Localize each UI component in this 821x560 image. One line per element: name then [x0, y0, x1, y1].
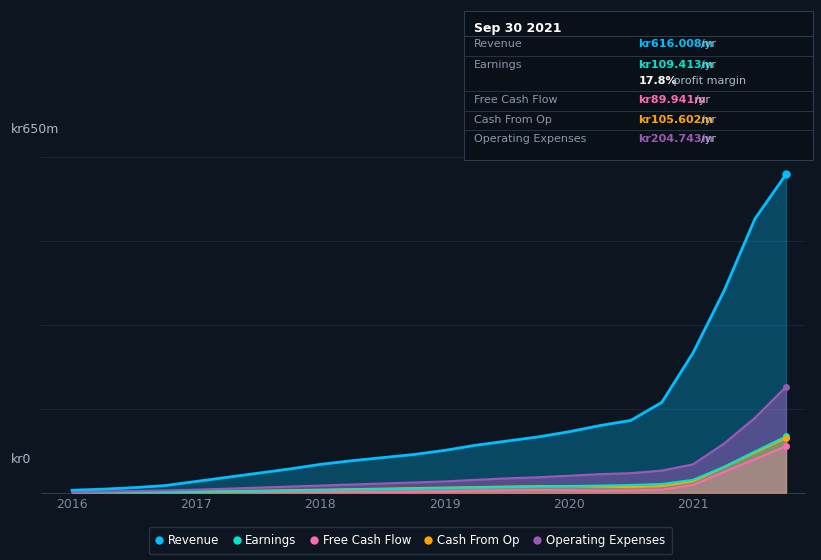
Text: Sep 30 2021: Sep 30 2021 — [475, 22, 562, 35]
Text: /yr: /yr — [701, 115, 716, 124]
Text: kr105.602m: kr105.602m — [639, 115, 713, 124]
Text: 17.8%: 17.8% — [639, 76, 677, 86]
Text: kr616.008m: kr616.008m — [639, 39, 713, 49]
Text: Free Cash Flow: Free Cash Flow — [475, 95, 558, 105]
Legend: Revenue, Earnings, Free Cash Flow, Cash From Op, Operating Expenses: Revenue, Earnings, Free Cash Flow, Cash … — [149, 527, 672, 554]
Text: kr89.941m: kr89.941m — [639, 95, 706, 105]
Text: kr650m: kr650m — [11, 123, 59, 136]
Text: kr0: kr0 — [11, 453, 31, 466]
Text: /yr: /yr — [695, 95, 710, 105]
Text: kr204.743m: kr204.743m — [639, 134, 713, 144]
Text: Operating Expenses: Operating Expenses — [475, 134, 587, 144]
Text: Cash From Op: Cash From Op — [475, 115, 553, 124]
Text: /yr: /yr — [701, 134, 716, 144]
Text: Earnings: Earnings — [475, 59, 523, 69]
Text: kr109.413m: kr109.413m — [639, 59, 713, 69]
Text: profit margin: profit margin — [670, 76, 745, 86]
Text: /yr: /yr — [701, 59, 716, 69]
Text: Revenue: Revenue — [475, 39, 523, 49]
Text: /yr: /yr — [701, 39, 716, 49]
